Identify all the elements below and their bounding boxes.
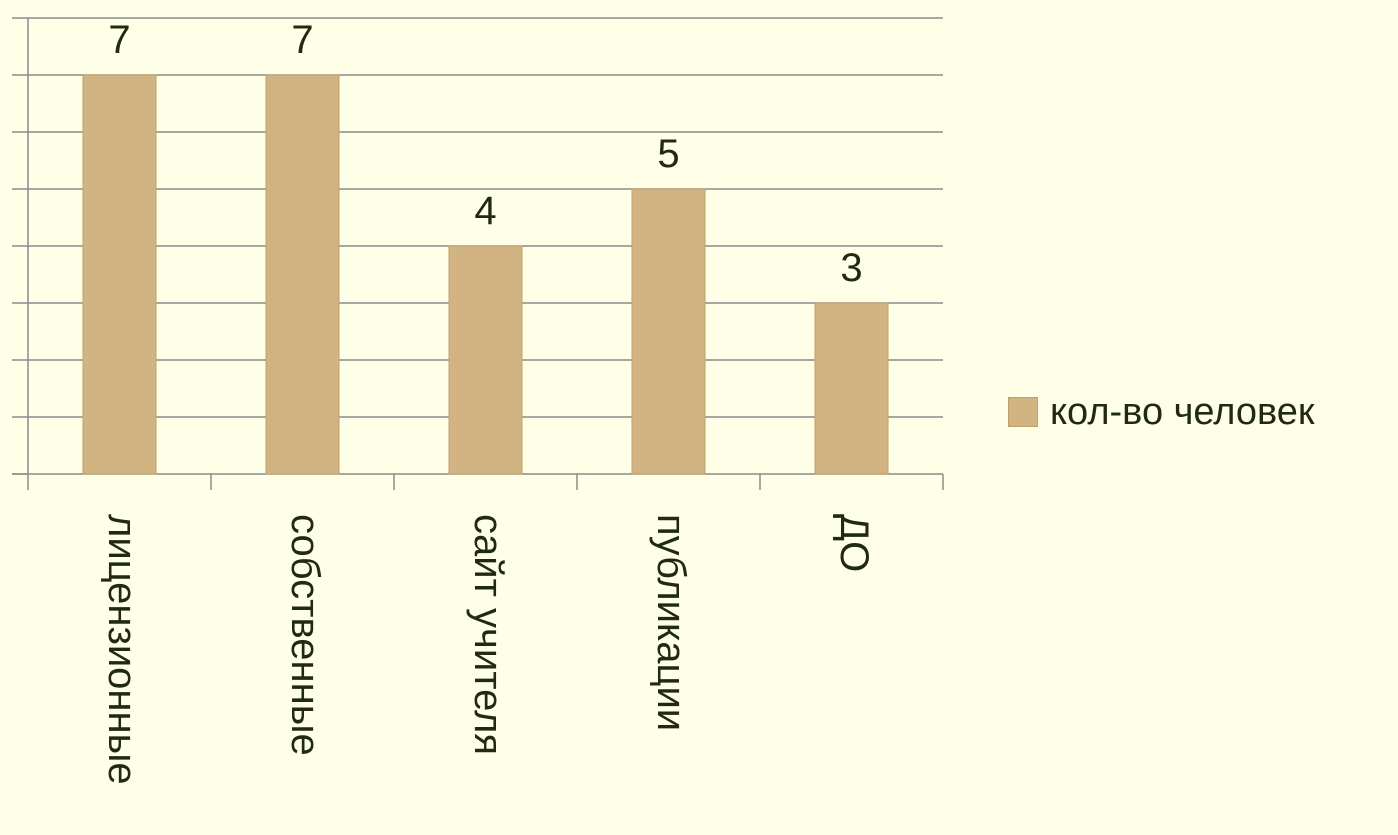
data-label: 7: [291, 18, 313, 62]
data-label: 4: [474, 189, 496, 233]
legend: кол-во человек: [1008, 391, 1315, 433]
legend-swatch: [1008, 397, 1038, 427]
legend-label: кол-во человек: [1050, 391, 1315, 433]
data-label: 5: [657, 132, 679, 176]
x-tick-label: лицензионные: [100, 514, 144, 785]
bar: [82, 74, 157, 475]
bar: [814, 302, 889, 475]
bar: [448, 245, 523, 475]
x-tick-label: ДО: [832, 514, 876, 572]
x-tick-label: сайт учителя: [466, 514, 510, 755]
data-label: 7: [108, 18, 130, 62]
x-tick-label: публикации: [649, 514, 693, 731]
data-label: 3: [840, 246, 862, 290]
bar: [631, 188, 706, 475]
bar: [265, 74, 340, 475]
x-tick-label: собственные: [283, 514, 327, 756]
